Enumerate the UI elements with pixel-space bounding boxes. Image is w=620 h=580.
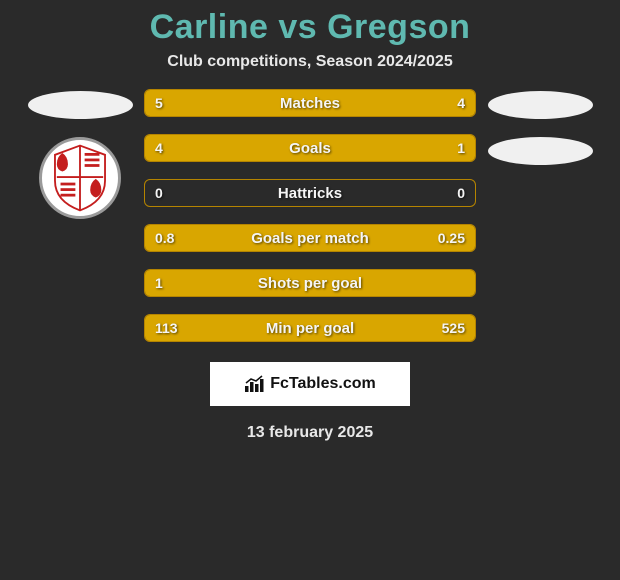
subtitle: Club competitions, Season 2024/2025 <box>167 53 452 71</box>
bar-right-fill <box>396 225 475 251</box>
page-title: Carline vs Gregson <box>150 8 471 47</box>
player-name-ellipse-left <box>28 91 133 119</box>
bar-left-fill <box>145 90 327 116</box>
footer-date: 13 february 2025 <box>247 424 373 442</box>
left-column <box>20 89 140 219</box>
stats-bars: 54Matches 41Goals 0 0Hattricks 0.80.25Goals … <box>140 89 480 342</box>
fctables-logo[interactable]: FcTables.com <box>210 362 410 406</box>
chart-icon <box>244 375 266 393</box>
main-row: 54Matches 41Goals 0 0Hattricks 0.80.25Goals … <box>0 89 620 342</box>
stat-value-right: 0 <box>457 180 465 206</box>
stat-bar: 0.80.25Goals per match <box>144 224 476 252</box>
bar-left-fill <box>145 270 475 296</box>
right-column <box>480 89 600 165</box>
bar-right-fill <box>416 315 475 341</box>
player-name-ellipse-right <box>488 91 593 119</box>
bar-right-fill <box>409 135 475 161</box>
team-crest-left <box>39 137 121 219</box>
bar-right-fill <box>327 90 476 116</box>
stat-bar: 113525Min per goal <box>144 314 476 342</box>
comparison-card: Carline vs Gregson Club competitions, Se… <box>0 0 620 442</box>
stat-bar: 0 0Hattricks <box>144 179 476 207</box>
bar-left-fill <box>145 225 396 251</box>
bar-left-fill <box>145 135 409 161</box>
stat-bar: 1Shots per goal <box>144 269 476 297</box>
stat-bar: 54Matches <box>144 89 476 117</box>
logo-text: FcTables.com <box>270 375 376 393</box>
stat-bar: 41Goals <box>144 134 476 162</box>
bar-left-fill <box>145 315 416 341</box>
team-ellipse-right <box>488 137 593 165</box>
stat-label: Hattricks <box>145 180 475 206</box>
stat-value-left: 0 <box>155 180 163 206</box>
